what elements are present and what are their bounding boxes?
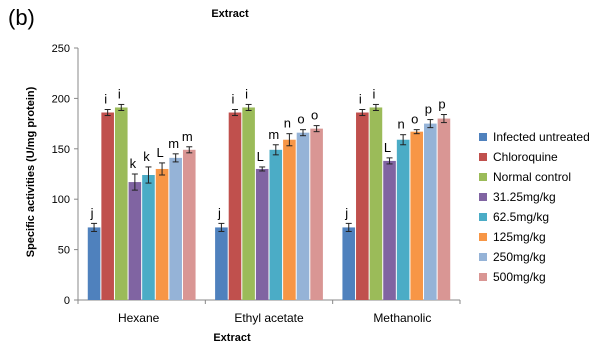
y-tick-label: 200 bbox=[52, 93, 70, 105]
y-tick-label: 100 bbox=[52, 194, 70, 206]
panel-label: (b) bbox=[8, 5, 35, 30]
data-label: j bbox=[90, 205, 94, 220]
legend-swatch bbox=[479, 173, 487, 181]
y-tick-label: 0 bbox=[64, 295, 70, 307]
data-label: m bbox=[268, 127, 279, 142]
data-label: m bbox=[182, 129, 193, 144]
data-label: p bbox=[438, 97, 445, 112]
data-label: i bbox=[104, 91, 107, 106]
legend-label: Chloroquine bbox=[493, 150, 558, 164]
bar bbox=[155, 168, 169, 300]
data-label: i bbox=[232, 91, 235, 106]
legend-label: Normal control bbox=[493, 170, 571, 184]
y-tick-label: 150 bbox=[52, 144, 70, 156]
legend-swatch bbox=[479, 133, 487, 141]
legend-swatch bbox=[479, 213, 487, 221]
chart-title: Extract bbox=[211, 8, 249, 20]
bar bbox=[283, 139, 296, 300]
data-label: o bbox=[297, 112, 304, 127]
legend-swatch bbox=[479, 233, 487, 241]
y-axis-label: Specific activities (U/mg protein) bbox=[25, 86, 37, 257]
data-label: j bbox=[217, 205, 221, 220]
legend-swatch bbox=[479, 273, 487, 281]
bar bbox=[383, 160, 396, 300]
bar bbox=[182, 149, 196, 300]
bar bbox=[215, 227, 228, 300]
legend: Infected untreated Chloroquine Normal cont… bbox=[479, 130, 590, 284]
axes: 0 50 100 150 200 250 Hexane Ethyl acetate Methan… bbox=[52, 43, 461, 325]
bar bbox=[396, 139, 410, 300]
x-tick-label: Methanolic bbox=[373, 311, 431, 325]
data-label: L bbox=[384, 140, 391, 155]
x-tick-label: Hexane bbox=[118, 311, 160, 325]
bar bbox=[142, 175, 155, 300]
y-tick-label: 50 bbox=[58, 245, 70, 257]
bar bbox=[255, 168, 269, 300]
data-label: L bbox=[156, 145, 163, 160]
data-label: o bbox=[411, 112, 418, 127]
bar bbox=[114, 107, 128, 300]
x-axis-label: Extract bbox=[213, 332, 251, 344]
legend-label: 500mg/kg bbox=[493, 270, 546, 284]
legend-label: 125mg/kg bbox=[493, 230, 546, 244]
data-label: k bbox=[130, 156, 137, 171]
bar bbox=[424, 123, 437, 300]
bar bbox=[128, 182, 142, 300]
data-label: i bbox=[372, 86, 375, 101]
bar bbox=[296, 132, 310, 300]
data-label: m bbox=[168, 136, 179, 151]
data-label: i bbox=[245, 86, 248, 101]
data-label: n bbox=[398, 117, 405, 132]
data-label: n bbox=[284, 116, 291, 131]
bar bbox=[269, 149, 283, 300]
legend-swatch bbox=[479, 253, 487, 261]
data-label: o bbox=[311, 108, 318, 123]
bar bbox=[437, 118, 451, 300]
data-label: p bbox=[425, 102, 432, 117]
x-tick-label: Ethyl acetate bbox=[234, 311, 304, 325]
bar bbox=[369, 107, 383, 300]
bar bbox=[410, 131, 424, 300]
legend-swatch bbox=[479, 193, 487, 201]
bar bbox=[228, 112, 242, 301]
data-label: k bbox=[143, 149, 150, 164]
data-label: i bbox=[118, 86, 121, 101]
data-label: i bbox=[359, 91, 362, 106]
bar bbox=[310, 128, 323, 300]
legend-label: Infected untreated bbox=[493, 130, 590, 144]
legend-label: 31.25mg/kg bbox=[493, 190, 556, 204]
bar bbox=[101, 112, 114, 301]
bar bbox=[242, 107, 255, 300]
legend-swatch bbox=[479, 153, 487, 161]
y-tick-label: 250 bbox=[52, 43, 70, 55]
bar bbox=[342, 227, 356, 300]
data-label: L bbox=[257, 149, 264, 164]
bar bbox=[87, 227, 101, 300]
legend-label: 250mg/kg bbox=[493, 250, 546, 264]
data-label: j bbox=[344, 205, 348, 220]
bar bbox=[169, 157, 182, 300]
bar bbox=[356, 112, 369, 301]
legend-label: 62.5mg/kg bbox=[493, 210, 549, 224]
